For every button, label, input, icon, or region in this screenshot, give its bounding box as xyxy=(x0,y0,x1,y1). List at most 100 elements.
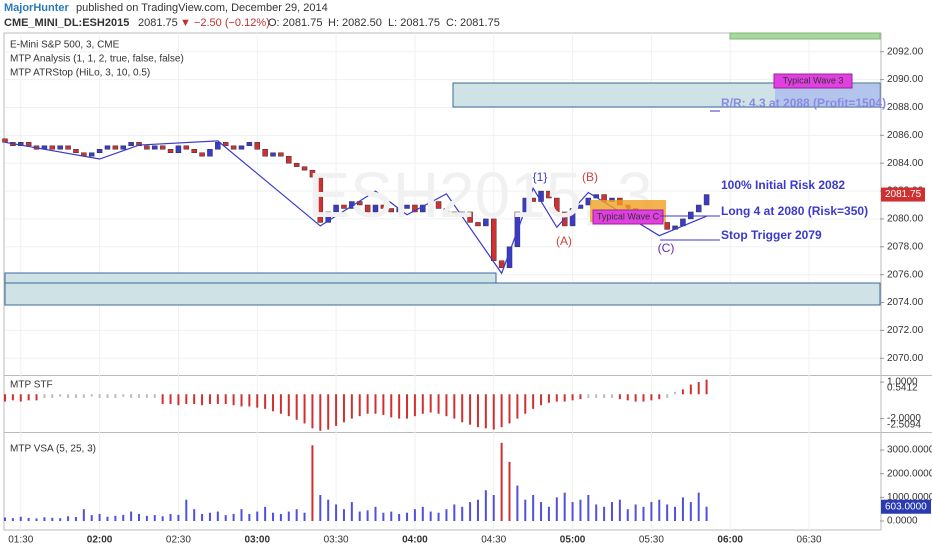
candle xyxy=(695,204,702,213)
annotation: 100% Initial Risk 2082 xyxy=(721,178,845,192)
change: ▼ −2.50 (−0.12%) xyxy=(180,17,270,29)
demand-zone xyxy=(4,272,497,284)
candle xyxy=(467,211,473,223)
candle xyxy=(159,145,166,150)
annotation: Stop Trigger 2079 xyxy=(721,228,822,242)
indicator-name: MTP Analysis (1, 1, 2, true, false, fals… xyxy=(10,54,184,65)
candle xyxy=(372,204,379,213)
candle xyxy=(278,152,284,157)
value-tag: 603.0000 xyxy=(885,501,927,512)
wave-label: (A) xyxy=(556,234,572,248)
candle xyxy=(546,190,552,199)
candle xyxy=(443,208,450,213)
x-tick-label: 03:30 xyxy=(324,535,349,546)
chart-title: E-Mini S&P 500, 3, CME xyxy=(10,40,120,51)
candle xyxy=(191,149,197,153)
candle xyxy=(333,204,339,213)
y-tick-label: 2084.00 xyxy=(887,158,924,169)
candle xyxy=(483,218,489,227)
x-tick-label: 04:30 xyxy=(481,535,506,546)
candle xyxy=(104,145,111,150)
candle xyxy=(215,142,221,150)
candle xyxy=(435,201,442,209)
candle xyxy=(262,149,268,157)
candle xyxy=(199,152,205,157)
x-tick-label: 04:00 xyxy=(402,535,428,546)
candle xyxy=(183,145,190,150)
annotation: Typical Wave C xyxy=(597,211,660,221)
y-tick-label: 2080.00 xyxy=(887,214,924,225)
price-tag xyxy=(881,187,925,202)
indicator-name: MTP ATRStop (HiLo, 3, 10, 0.5) xyxy=(10,68,150,79)
last-price: 2081.75 xyxy=(138,17,178,29)
annotation-box xyxy=(592,209,664,225)
x-tick-label: 02:00 xyxy=(87,535,113,546)
y-tick-label: 2074.00 xyxy=(887,297,924,308)
candle xyxy=(167,149,174,153)
candle xyxy=(49,145,56,150)
value-tag: -2.5094 xyxy=(887,419,921,430)
candle xyxy=(577,204,584,209)
x-tick-label: 05:30 xyxy=(639,535,664,546)
demand-zone xyxy=(4,282,881,306)
wave-label: (B) xyxy=(582,170,598,184)
ohlc: C: 2081.75 xyxy=(446,17,500,29)
candle xyxy=(420,204,426,213)
y-tick-label: 2092.00 xyxy=(887,46,924,57)
candle xyxy=(412,204,418,213)
candle xyxy=(136,142,142,147)
candle xyxy=(2,138,8,143)
price-tag-label: 2081.75 xyxy=(885,189,922,200)
candle xyxy=(293,162,300,167)
y-tick-label: 1.0000 xyxy=(887,377,918,388)
candle xyxy=(286,155,292,164)
panel-title: MTP VSA (5, 25, 3) xyxy=(10,444,96,455)
y-tick-label: 2086.00 xyxy=(887,130,924,141)
candle xyxy=(112,145,119,150)
candle xyxy=(301,166,308,171)
candle xyxy=(688,211,694,220)
candle xyxy=(380,204,387,209)
ohlc: H: 2082.50 xyxy=(328,17,382,29)
candle xyxy=(554,197,560,213)
annotation: R/R: 4.3 at 2088 (Profit=1504) xyxy=(721,96,886,110)
y-tick-label: 2078.00 xyxy=(887,241,924,252)
candle xyxy=(230,145,237,150)
candle xyxy=(703,194,710,206)
y-tick-label: 2088.00 xyxy=(887,102,924,113)
y-tick-label: 2090.00 xyxy=(887,74,924,85)
candle xyxy=(73,149,79,153)
candle xyxy=(207,149,213,157)
y-tick-label: 1000.0000 xyxy=(887,492,932,503)
y-tick-label: 3000.0000 xyxy=(887,445,932,456)
candle xyxy=(96,149,103,153)
candle xyxy=(404,204,410,209)
candle xyxy=(144,145,150,150)
candle xyxy=(317,176,324,223)
candle xyxy=(25,142,32,147)
annotation: Typical Wave 3 xyxy=(783,75,844,85)
candle xyxy=(246,142,253,147)
ohlc: O: 2081.75 xyxy=(268,17,322,29)
candle xyxy=(664,222,670,230)
symbol: CME_MINI_DL:ESH2015 xyxy=(4,17,129,29)
wave-label: {1} xyxy=(533,170,548,184)
candle xyxy=(309,169,316,178)
candle xyxy=(128,142,134,147)
candle xyxy=(254,142,261,150)
published: published on TradingView.com, December 2… xyxy=(76,2,328,14)
candle xyxy=(65,145,71,150)
candle xyxy=(569,208,576,227)
wave-box xyxy=(775,84,880,106)
annotation-box xyxy=(773,73,853,89)
candle xyxy=(530,197,536,202)
candle xyxy=(222,142,229,147)
candle xyxy=(498,260,505,268)
author[interactable]: MajorHunter xyxy=(4,2,70,14)
candle xyxy=(451,211,458,216)
x-tick-label: 03:00 xyxy=(244,535,270,546)
y-tick-label: 2072.00 xyxy=(887,325,924,336)
candle xyxy=(325,211,331,223)
candle xyxy=(238,145,245,150)
